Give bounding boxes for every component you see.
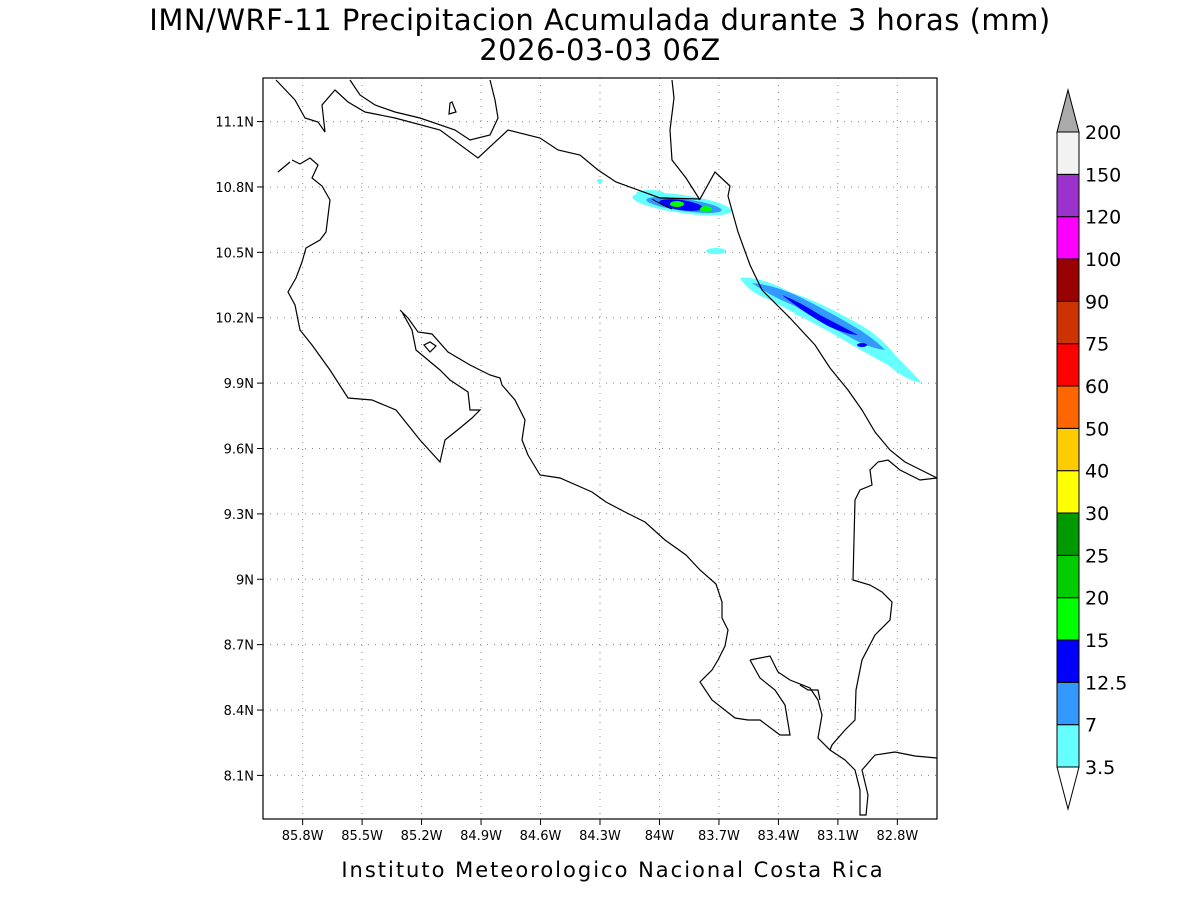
x-tick-label: 83.4W (758, 829, 800, 844)
y-tick-label: 10.5N (215, 246, 254, 261)
y-tick-label: 8.1N (224, 769, 254, 784)
colorbar-label: 90 (1085, 291, 1109, 313)
colorbar-box (1056, 512, 1080, 556)
colorbar-label: 12.5 (1085, 672, 1127, 694)
colorbar-label: 15 (1085, 630, 1109, 652)
colorbar-box (1056, 427, 1080, 472)
panama-border (829, 459, 938, 751)
y-tick-label: 9.9N (224, 377, 254, 392)
graticule (263, 78, 937, 819)
colorbar-box (1056, 131, 1080, 175)
precip-area-12.5 (857, 343, 867, 347)
colorbar-box (1056, 173, 1080, 218)
map-valid-time: 2026-03-03 06Z (479, 33, 721, 67)
golfito (799, 684, 821, 701)
y-tick-label: 9N (236, 573, 254, 588)
colorbar-box (1056, 597, 1080, 641)
x-tick-label: 84.9W (460, 829, 502, 844)
colorbar-label: 30 (1085, 503, 1109, 525)
colorbar-label: 50 (1085, 418, 1109, 440)
colorbar-label: 120 (1085, 207, 1121, 229)
colorbar-label: 200 (1085, 122, 1121, 144)
colorbar-label: 20 (1085, 588, 1109, 610)
colorbar-label: 150 (1085, 164, 1121, 186)
x-tick-label: 84W (645, 829, 675, 844)
colorbar-label: 75 (1085, 334, 1109, 356)
axis-ticks: 85.8W 85.5W 85.2W 84.9W 84.6W 84.3W 84W 83.7W 83… (215, 116, 918, 844)
x-tick-label: 82.8W (876, 829, 918, 844)
y-tick-label: 8.7N (224, 639, 254, 654)
colorbar-box (1056, 681, 1080, 726)
coastlines (275, 79, 938, 816)
precip-area-12.5 (782, 295, 858, 335)
x-tick-label: 85.2W (401, 829, 443, 844)
lake-nicaragua-shore (349, 79, 499, 141)
x-tick-label: 84.3W (579, 829, 621, 844)
y-tick-label: 9.3N (224, 508, 254, 523)
precip-area-3.5 (597, 179, 603, 183)
x-tick-label: 84.6W (520, 829, 562, 844)
colorbar: 3.5 7 12.5 15 20 25 30 40 50 60 75 90 100 120 150 200 (1056, 88, 1127, 811)
san-juan-coast (669, 79, 701, 201)
precip-area-3.5 (740, 277, 922, 383)
y-tick-label: 10.8N (215, 181, 254, 196)
colorbar-low-arrow (1056, 766, 1080, 811)
precip-area-15 (700, 206, 712, 212)
pacific-coast (287, 157, 749, 721)
osa-west (748, 659, 791, 736)
x-tick-label: 85.5W (341, 829, 383, 844)
caribbean-coast (727, 195, 938, 479)
northern-border (275, 79, 731, 200)
y-tick-label: 8.4N (224, 704, 254, 719)
colorbar-high-arrow (1056, 88, 1080, 133)
precip-area-15 (670, 201, 684, 207)
x-tick-label: 85.8W (282, 829, 324, 844)
institution-credit: Instituto Meteorologico Nacional Costa R… (341, 858, 884, 882)
colorbar-box (1056, 639, 1080, 683)
osa-peninsula (749, 655, 938, 816)
lake-island (448, 101, 457, 115)
colorbar-box (1056, 258, 1080, 302)
colorbar-box (1056, 470, 1080, 514)
map-title: IMN/WRF-11 Precipitacion Acumulada duran… (149, 3, 1050, 37)
colorbar-label: 40 (1085, 461, 1109, 483)
colorbar-box (1056, 724, 1080, 768)
colorbar-label: 3.5 (1085, 757, 1115, 779)
colorbar-box (1056, 300, 1080, 345)
x-tick-label: 83.7W (698, 829, 740, 844)
colorbar-label: 100 (1085, 249, 1121, 271)
map-area: 85.8W 85.5W 85.2W 84.9W 84.6W 84.3W 84W 83.7W 83… (215, 77, 938, 844)
y-tick-label: 9.6N (224, 443, 254, 458)
y-tick-label: 10.2N (215, 312, 254, 327)
colorbar-label: 25 (1085, 545, 1109, 567)
coast-mark (651, 198, 673, 210)
colorbar-label: 60 (1085, 376, 1109, 398)
colorbar-box (1056, 343, 1080, 387)
colorbar-box (1056, 385, 1080, 429)
x-tick-label: 83.1W (817, 829, 859, 844)
precipitation-field (597, 179, 922, 383)
gulf-island (423, 341, 437, 353)
precip-area-3.5 (706, 248, 726, 254)
pacific-coast-north (277, 161, 291, 173)
colorbar-box (1056, 216, 1080, 260)
y-tick-label: 11.1N (215, 116, 254, 131)
colorbar-label: 7 (1085, 715, 1097, 737)
colorbar-box (1056, 554, 1080, 599)
